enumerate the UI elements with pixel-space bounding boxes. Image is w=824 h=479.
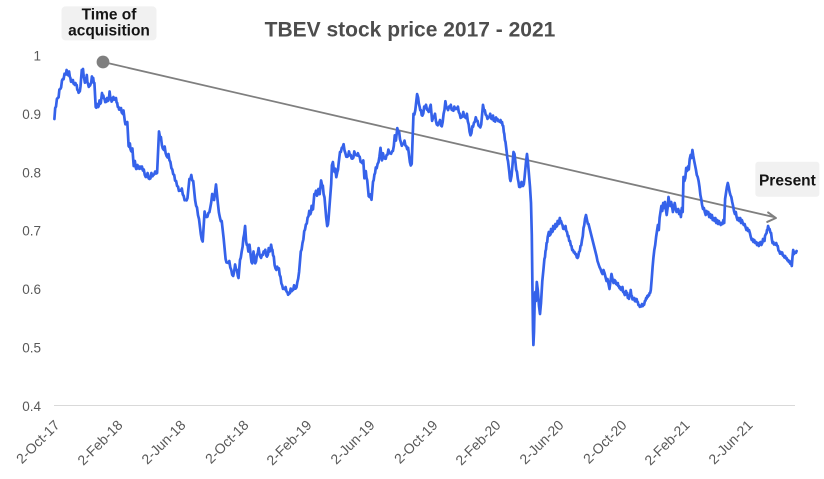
svg-text:0.4: 0.4 (22, 399, 41, 414)
svg-text:0.5: 0.5 (22, 341, 41, 356)
svg-text:Present: Present (759, 172, 816, 189)
svg-text:0.9: 0.9 (22, 107, 41, 122)
svg-text:1: 1 (33, 49, 41, 64)
svg-text:0.8: 0.8 (22, 165, 41, 180)
svg-text:acquisition: acquisition (68, 22, 150, 39)
svg-text:TBEV stock price 2017 - 2021: TBEV stock price 2017 - 2021 (265, 19, 556, 42)
svg-text:0.6: 0.6 (22, 282, 41, 297)
svg-text:0.7: 0.7 (22, 224, 41, 239)
svg-text:Time of: Time of (82, 7, 138, 24)
